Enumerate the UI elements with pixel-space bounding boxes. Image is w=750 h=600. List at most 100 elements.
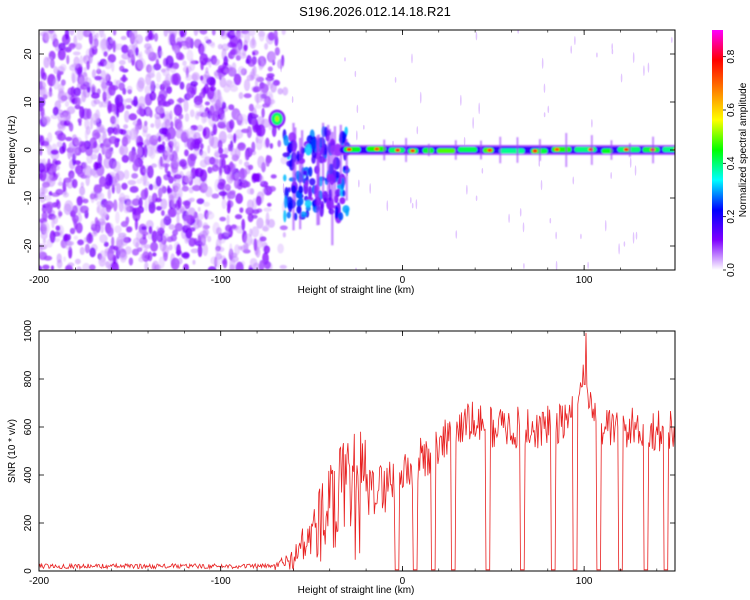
heatmap-cell <box>251 118 257 126</box>
heatmap-cell <box>338 212 344 221</box>
heatmap-cell <box>252 65 257 77</box>
heatmap-cell <box>281 30 286 36</box>
heatmap-cell <box>234 129 244 139</box>
heatmap-cell <box>171 41 176 52</box>
heatmap-cell <box>107 188 112 200</box>
heatmap-cell <box>517 30 519 34</box>
heatmap-cell <box>150 123 155 128</box>
heatmap-cell <box>463 136 466 146</box>
heatmap-cell <box>149 147 156 159</box>
heatmap-cell <box>262 226 269 232</box>
heatmap-cell <box>146 165 154 179</box>
heatmap-cell <box>263 245 271 254</box>
heatmap-cell <box>358 179 360 188</box>
heatmap-cell <box>93 141 98 149</box>
heatmap-cell <box>75 96 81 107</box>
signal-segment <box>457 146 478 153</box>
heatmap-cell <box>241 218 246 231</box>
heatmap-cell <box>218 190 228 197</box>
onset-feature <box>268 109 304 214</box>
heatmap-cell <box>181 185 189 192</box>
heatmap-cell <box>190 80 198 87</box>
heatmap-cell <box>223 83 231 93</box>
heatmap-cell <box>49 58 55 69</box>
heatmap-cell <box>181 252 190 259</box>
heatmap-cell <box>59 70 64 76</box>
heatmap-cell <box>411 53 413 64</box>
heatmap-cell <box>79 71 88 85</box>
snr-frame <box>38 330 676 572</box>
heatmap-cell <box>126 226 133 233</box>
heatmap-cell <box>91 113 100 123</box>
heatmap-cell <box>212 58 220 66</box>
heatmap-cell <box>84 129 89 141</box>
heatmap-cell <box>229 243 233 256</box>
heatmap-cell <box>163 251 168 262</box>
heatmap-cell <box>219 153 228 159</box>
heatmap-cell <box>230 174 235 180</box>
heatmap-cell <box>50 114 59 120</box>
heatmap-cell <box>142 124 148 134</box>
heatmap-cell <box>90 153 98 160</box>
heatmap-cell <box>62 180 67 193</box>
heatmap-cell <box>127 57 132 64</box>
heatmap-cell <box>267 66 273 72</box>
heatmap-cell <box>140 243 146 249</box>
heatmap-cell <box>156 105 165 114</box>
heatmap-cell <box>70 86 76 98</box>
heatmap-cell <box>114 225 122 234</box>
heatmap-cell <box>236 33 244 39</box>
heatmap-cell <box>259 236 267 242</box>
heatmap-cell <box>47 158 51 169</box>
heatmap-cell <box>214 149 219 158</box>
heatmap-cell <box>287 201 293 210</box>
heatmap-cell <box>197 244 203 258</box>
heatmap-cell <box>282 232 286 238</box>
heatmap-cell <box>94 217 99 225</box>
heatmap-cell <box>176 212 180 226</box>
heatmap-cell <box>140 175 149 182</box>
heatmap-cell <box>253 74 260 80</box>
spectrogram-ytick-label: 10 <box>23 96 34 108</box>
heatmap-cell <box>107 100 112 114</box>
heatmap-cell <box>207 144 211 154</box>
heatmap-cell <box>118 59 126 66</box>
heatmap-cell <box>63 256 67 262</box>
heatmap-cell <box>259 175 264 185</box>
heatmap-cell <box>280 156 288 165</box>
heatmap-cell <box>211 157 219 166</box>
heatmap-cell <box>89 247 96 258</box>
heatmap-cell <box>221 43 230 52</box>
heatmap-cell <box>572 176 575 185</box>
heatmap-cell <box>91 92 100 99</box>
heatmap-cell <box>194 167 204 178</box>
signal-segment <box>498 148 525 154</box>
heatmap-cell <box>55 225 61 231</box>
heatmap-cell <box>144 43 152 50</box>
heatmap-cell <box>632 52 635 64</box>
heatmap-cell <box>154 32 159 42</box>
heatmap-streak <box>328 128 332 190</box>
heatmap-cell <box>102 91 107 103</box>
heatmap-cell <box>86 233 94 244</box>
heatmap-cell <box>113 245 119 251</box>
heatmap-streak <box>383 139 386 161</box>
colorbar-tick-label: 0.2 <box>726 209 737 223</box>
heatmap-cell <box>202 222 209 233</box>
heatmap-cell <box>107 248 115 262</box>
heatmap-cell <box>103 211 107 218</box>
heatmap-cell <box>193 148 200 157</box>
heatmap-cell <box>153 134 159 140</box>
heatmap-cell <box>114 116 119 129</box>
heatmap-cell <box>258 65 263 71</box>
heatmap-cell <box>49 230 56 244</box>
heatmap-cell <box>234 214 243 220</box>
spectrogram-ylabel: Frequency (Hz) <box>7 116 18 185</box>
heatmap-cell <box>39 146 43 156</box>
heatmap-cell <box>265 212 270 225</box>
heatmap-cell <box>260 56 264 62</box>
snr-background <box>39 331 675 571</box>
heatmap-cell <box>355 267 357 270</box>
heatmap-cell <box>604 219 607 232</box>
heatmap-cell <box>270 174 277 179</box>
